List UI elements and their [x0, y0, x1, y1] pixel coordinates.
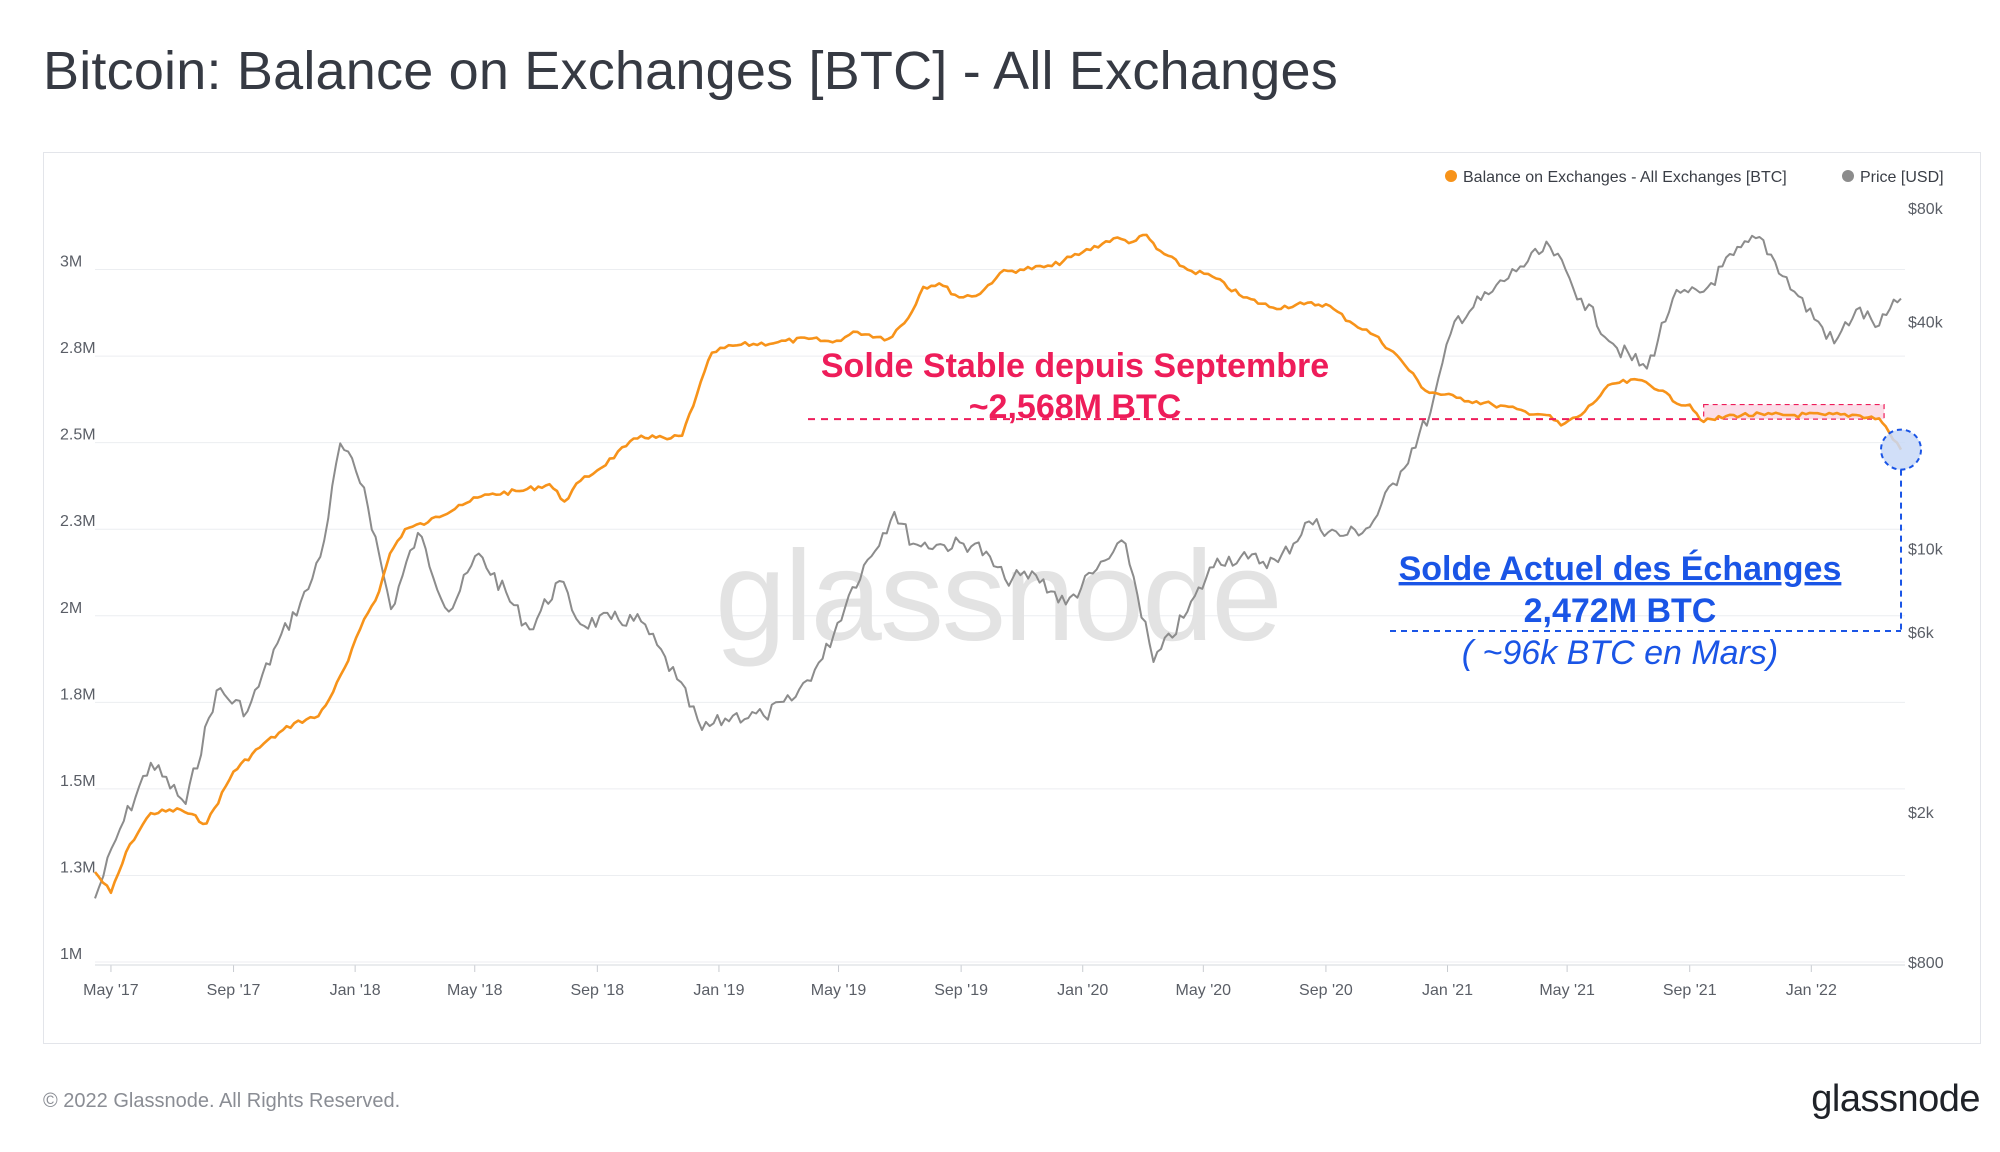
- x-tick-label: Jan '19: [693, 982, 744, 999]
- y-left-tick-label: 1.5M: [60, 773, 96, 790]
- x-tick-label: Sep '18: [570, 982, 624, 999]
- x-tick-label: May '19: [811, 982, 867, 999]
- y-left-tick-label: 1.3M: [60, 859, 96, 876]
- y-left-tick-label: 1.8M: [60, 686, 96, 703]
- page-title: Bitcoin: Balance on Exchanges [BTC] - Al…: [43, 41, 1338, 101]
- legend-price-dot: [1842, 170, 1854, 182]
- y-left-tick-label: 2.8M: [60, 340, 96, 357]
- x-tick-label: Sep '19: [934, 982, 988, 999]
- price-series-line: [94, 234, 1902, 899]
- x-tick-label: May '17: [83, 982, 139, 999]
- stable-annotation-line2: ~2,568M BTC: [969, 388, 1182, 426]
- y-right-tick-label: $800: [1908, 955, 1944, 972]
- x-tick-label: Jan '18: [330, 982, 381, 999]
- legend-price-label[interactable]: Price [USD]: [1860, 169, 1944, 186]
- x-axis: May '17 Sep '17 Jan '18 May '18 Sep '18 Jan '…: [83, 964, 1905, 999]
- y-right-tick-label: $6k: [1908, 625, 1935, 642]
- watermark: glassnode: [715, 525, 1281, 668]
- chart-frame: [43, 152, 1981, 1044]
- glassnode-logo: glassnode: [1811, 1078, 1980, 1120]
- y-right-tick-label: $2k: [1908, 805, 1935, 822]
- current-annotation-line2: 2,472M BTC: [1524, 592, 1717, 630]
- y-right-axis: $800 $2k $6k $10k $40k $80k: [1908, 201, 1944, 972]
- current-annotation-line3: ( ~96k BTC en Mars): [1462, 634, 1778, 672]
- y-left-tick-label: 1M: [60, 946, 82, 963]
- current-balance-marker: [1880, 428, 1923, 471]
- x-tick-label: May '20: [1176, 982, 1232, 999]
- x-tick-label: Jan '22: [1786, 982, 1837, 999]
- y-left-tick-label: 2.5M: [60, 427, 96, 444]
- stable-annotation-line1: Solde Stable depuis Septembre: [821, 347, 1329, 385]
- y-left-tick-label: 3M: [60, 254, 82, 271]
- copyright-text: © 2022 Glassnode. All Rights Reserved.: [43, 1090, 401, 1112]
- y-right-tick-label: $10k: [1908, 541, 1944, 558]
- x-tick-label: May '21: [1539, 982, 1595, 999]
- y-left-tick-label: 2.3M: [60, 513, 96, 530]
- x-tick-label: Sep '21: [1663, 982, 1717, 999]
- balance-series-line: [93, 233, 1903, 895]
- x-tick-label: Jan '21: [1422, 982, 1473, 999]
- legend-balance-label[interactable]: Balance on Exchanges - All Exchanges [BT…: [1463, 169, 1787, 186]
- chart-grid: [95, 269, 1905, 963]
- x-tick-label: May '18: [447, 982, 503, 999]
- x-tick-label: Sep '20: [1299, 982, 1353, 999]
- y-left-axis: 1M 1.3M 1.5M 1.8M 2M 2.3M 2.5M 2.8M 3M: [60, 254, 96, 963]
- x-tick-label: Jan '20: [1057, 982, 1108, 999]
- y-right-tick-label: $80k: [1908, 201, 1944, 218]
- legend-balance-dot: [1445, 170, 1457, 182]
- y-left-tick-label: 2M: [60, 600, 82, 617]
- y-right-tick-label: $40k: [1908, 314, 1944, 331]
- current-annotation-line1: Solde Actuel des Échanges: [1399, 550, 1842, 588]
- x-tick-label: Sep '17: [207, 982, 261, 999]
- stable-highlight-band: [1703, 403, 1885, 420]
